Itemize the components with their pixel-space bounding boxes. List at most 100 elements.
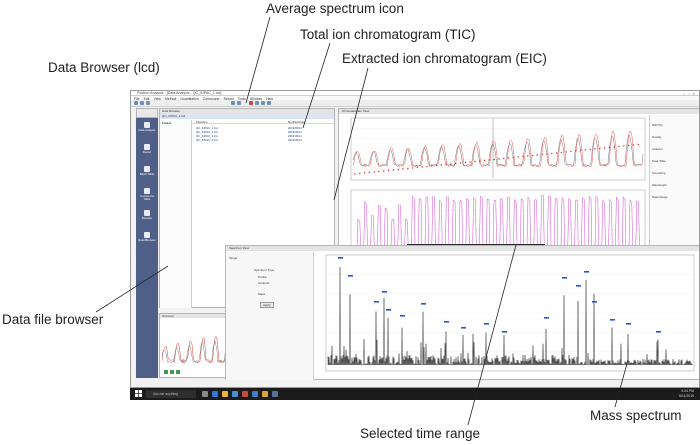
tic-marker (618, 145, 620, 148)
menu-compound[interactable]: Compound (202, 97, 220, 101)
tic-marker (431, 165, 433, 167)
tic-marker (531, 154, 534, 157)
tic-marker (469, 161, 471, 163)
print-icon[interactable] (146, 101, 150, 105)
overview-header: Overview (160, 314, 238, 318)
tic-marker (517, 156, 519, 158)
subtract-icon[interactable] (255, 101, 259, 105)
mass-spectrum-plot[interactable] (318, 253, 696, 377)
nav-item-data-analysis[interactable]: Data Analysis (137, 122, 157, 138)
menu-edit[interactable]: Edit (143, 97, 150, 101)
tic-marker (387, 169, 390, 172)
store-icon[interactable] (232, 391, 238, 397)
nav-item-browser[interactable]: Browser (137, 210, 157, 226)
column-modified-date[interactable]: Modified Date (288, 120, 306, 124)
tic-marker (632, 144, 635, 146)
chromatogram-header: Chromatogram View (339, 109, 699, 114)
tic-marker (445, 163, 447, 166)
tic-marker (589, 148, 591, 151)
tic-marker (459, 162, 462, 164)
menu-quantitation[interactable]: Quantitation (180, 97, 199, 101)
peak-icon[interactable] (267, 101, 271, 105)
peak-label (562, 277, 567, 279)
postrun-icon[interactable] (252, 391, 258, 397)
peak-label (400, 315, 405, 317)
tic-marker (421, 166, 423, 168)
side-label[interactable]: Peak Table (652, 159, 666, 163)
profile-option[interactable]: Profile (258, 275, 267, 279)
column-filename[interactable]: Filename (196, 120, 208, 124)
explorer-icon[interactable] (222, 391, 228, 397)
side-label[interactable]: MS(TIC) (652, 123, 663, 127)
tic-trace (352, 130, 644, 168)
task-view-icon[interactable] (202, 391, 208, 397)
taskbar-clock[interactable]: 5:24 PM 6/11/2019 (679, 389, 694, 398)
tic-marker (623, 145, 625, 147)
tic-marker (426, 165, 428, 168)
overview-stop-icon[interactable] (170, 370, 174, 374)
taskbar-search-box[interactable]: Ask me anything (146, 390, 196, 398)
data-analysis-icon (144, 122, 150, 128)
apply-button[interactable]: Apply (260, 302, 274, 308)
list-item[interactable]: QC_IUPAC_3.lcd 2019/06/11 (196, 134, 302, 138)
mail-icon[interactable] (272, 391, 278, 397)
tic-marker (584, 149, 587, 151)
tic-marker (522, 155, 524, 158)
tic-marker (435, 164, 438, 167)
labsolutions-icon[interactable] (242, 391, 248, 397)
side-label[interactable]: Overlay (652, 135, 662, 139)
windows-start-icon[interactable] (135, 390, 142, 397)
nav-item-compound-table[interactable]: Compound Table (137, 188, 157, 204)
batch-table-icon (144, 166, 150, 172)
navbar-tab-header[interactable] (136, 108, 158, 118)
cursor-icon[interactable] (237, 101, 241, 105)
side-label[interactable]: Mass Range (652, 195, 668, 199)
zoom-icon[interactable] (231, 101, 235, 105)
data-browser-tab[interactable]: QC_IUPAC_1.lcd (160, 114, 334, 119)
menu-method[interactable]: Method (164, 97, 177, 101)
overview-refresh-icon[interactable] (176, 370, 180, 374)
target-label: Target (229, 256, 238, 260)
edge-icon[interactable] (212, 391, 218, 397)
tic-plot[interactable] (343, 116, 647, 186)
peak-label (484, 323, 489, 325)
menu-view[interactable]: View (153, 97, 161, 101)
callout-data-file-browser: Data file browser (2, 312, 104, 327)
tic-marker (407, 167, 409, 170)
window-title: Postrun Analysis - [Data Analysis - QC_I… (137, 91, 222, 95)
list-item[interactable]: QC_IUPAC_1.lcd 2019/06/11 (196, 126, 302, 130)
menu-file[interactable]: File (134, 97, 140, 101)
clock-date: 6/11/2019 (679, 393, 694, 398)
menu-tools[interactable]: Tools (237, 97, 246, 101)
chrome-icon[interactable] (262, 391, 268, 397)
menu-report[interactable]: Report (223, 97, 234, 101)
tic-marker (541, 153, 543, 156)
navigation-bar: Data Analysis Report Batch Table Compoun… (136, 108, 158, 378)
tic-marker (637, 143, 639, 146)
save-icon[interactable] (140, 101, 144, 105)
callout-eic: Extracted ion chromatogram (EIC) (342, 51, 547, 66)
side-label[interactable]: Channel (652, 147, 663, 151)
tic-marker (594, 148, 596, 150)
tic-marker (536, 154, 539, 156)
file-tree-pane[interactable]: Folders (160, 120, 192, 308)
list-item[interactable]: QC_IUPAC_4.lcd 2019/06/11 (196, 138, 302, 142)
average-spectrum-icon[interactable] (249, 101, 253, 105)
tic-marker (570, 150, 572, 153)
nav-item-report[interactable]: Report (137, 144, 157, 160)
tic-marker (565, 151, 567, 153)
side-label[interactable]: Wavelength (652, 183, 667, 187)
list-item[interactable]: QC_IUPAC_2.lcd 2019/06/11 (196, 130, 302, 134)
side-label[interactable]: Smoothing (652, 171, 666, 175)
centroid-option[interactable]: Centroid (258, 281, 270, 285)
window-controls[interactable]: –▫× (683, 91, 698, 96)
tic-marker (479, 160, 481, 162)
overview-play-icon[interactable] (164, 370, 168, 374)
integrate-icon[interactable] (261, 101, 265, 105)
open-icon[interactable] (134, 101, 138, 105)
tic-marker (627, 144, 630, 147)
nav-item-batch-table[interactable]: Batch Table (137, 166, 157, 182)
nav-item-quantbrowser[interactable]: QuantBrowser (137, 232, 157, 248)
tic-marker (455, 162, 457, 165)
